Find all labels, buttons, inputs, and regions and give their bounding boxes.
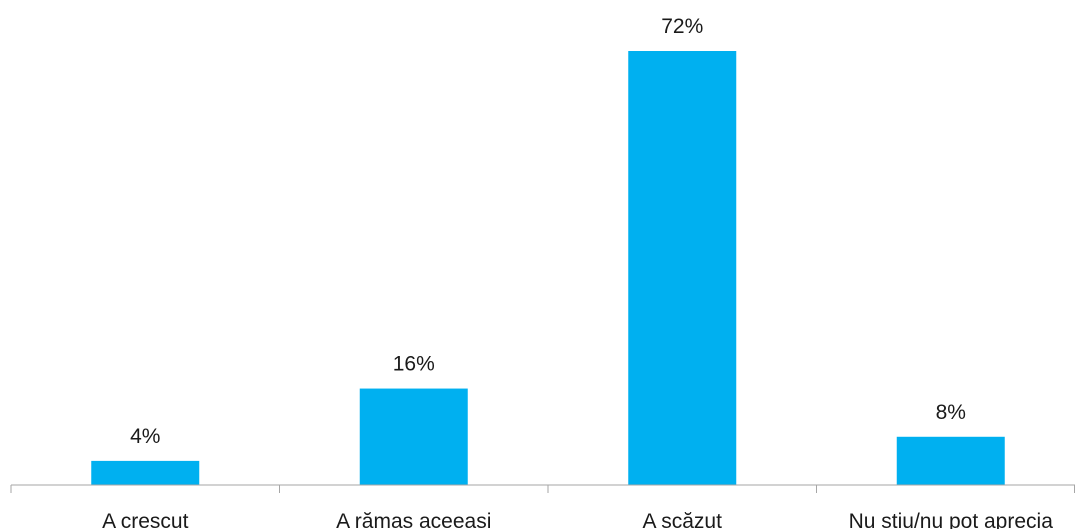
value-labels-group: 4% 16% 72% 8%	[130, 15, 966, 448]
data-label-a-crescut: 4%	[130, 425, 160, 448]
bars-group	[91, 51, 1005, 485]
bar-a-ramas-aceeasi	[359, 388, 468, 485]
x-tick-labels-group: A crescut A rămas aceeași A scăzut Nu știu/…	[102, 510, 1053, 529]
bar-nu-stiu-nu-pot-aprecia	[896, 436, 1005, 485]
data-label-a-ramas-aceeasi: 16%	[393, 353, 435, 376]
x-tick-label-a-scazut: A scăzut	[643, 510, 723, 529]
x-axis	[10, 484, 1075, 493]
x-tick-label-a-crescut: A crescut	[102, 510, 189, 529]
data-label-nu-stiu-nu-pot-aprecia: 8%	[936, 401, 966, 424]
bar-a-crescut	[91, 460, 200, 485]
bar-a-scazut	[628, 51, 737, 485]
x-tick-label-nu-stiu-nu-pot-aprecia: Nu știu/nu pot aprecia	[849, 510, 1054, 529]
x-tick-label-a-ramas-aceeasi: A rămas aceeași	[336, 510, 491, 529]
data-label-a-scazut: 72%	[661, 15, 703, 38]
